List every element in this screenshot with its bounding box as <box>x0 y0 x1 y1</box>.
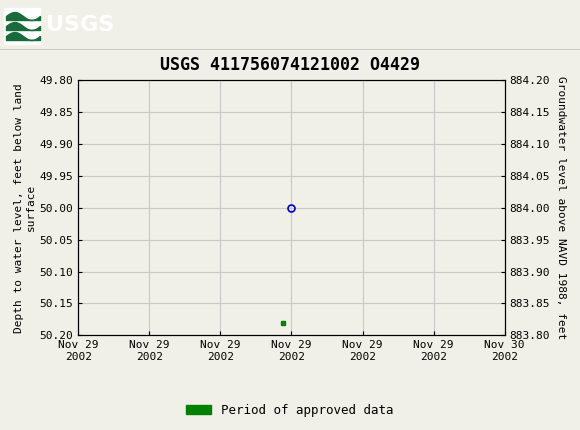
Text: USGS: USGS <box>46 15 114 35</box>
Y-axis label: Depth to water level, feet below land
surface: Depth to water level, feet below land su… <box>14 83 35 333</box>
Y-axis label: Groundwater level above NAVD 1988, feet: Groundwater level above NAVD 1988, feet <box>556 76 566 339</box>
Text: USGS 411756074121002 O4429: USGS 411756074121002 O4429 <box>160 56 420 74</box>
Bar <box>4 8 40 44</box>
Legend: Period of approved data: Period of approved data <box>181 399 399 421</box>
